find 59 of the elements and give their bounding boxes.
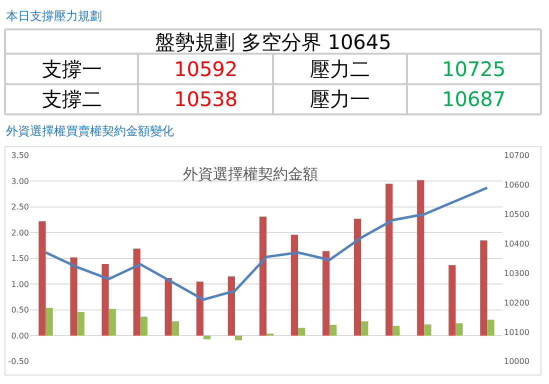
text: 10725 [442,57,506,81]
y2-tick-label: 10600 [504,180,530,190]
bar [234,336,242,340]
text: 壓力二 [310,57,370,81]
y-tick-label: 0.50 [11,306,29,315]
y-tick-label: 2.00 [11,228,29,238]
chart-title: 外資選擇權買賣權契約金額變化 [6,124,174,138]
bar [330,324,337,336]
bar [361,321,368,336]
y-tick-label: 2.50 [11,202,29,212]
text: 10538 [174,87,238,111]
line-series [44,186,488,301]
bar [392,326,400,336]
bar [480,240,488,336]
y-tick-label: 3.50 [11,151,29,160]
bar [77,312,84,336]
text: 本日支撐壓力規劃 [6,9,102,23]
bar [133,248,140,336]
bar [456,323,463,336]
y-tick-label: 0.00 [11,331,29,340]
bar [448,265,456,336]
bar [70,257,78,336]
text: 壓力一 [310,87,370,111]
text: 支撐二 [42,87,102,111]
bar [228,276,235,336]
bar [322,251,330,336]
text: 支撐一 [42,57,102,81]
bar [354,218,362,336]
bar [386,184,393,336]
y-tick-label: 1.50 [11,254,29,264]
y2-tick-label: 10500 [504,210,530,220]
y2-tick-label: 10200 [504,298,530,308]
y2-tick-label: 10700 [504,151,530,160]
bar [203,336,211,340]
bar [46,308,53,336]
bar [164,278,172,336]
bar [424,324,432,336]
text: 盤勢規劃 多空分界 10645 [155,30,392,54]
bar [259,216,266,336]
text: 10687 [442,87,506,111]
y2-tick-label: 10400 [504,239,530,248]
bar [102,264,109,336]
y-tick-label: -0.50 [8,357,29,366]
text: 外資選擇權契約金額 [183,165,318,183]
y2-tick-label: 10300 [504,268,530,278]
y2-tick-label: 10100 [504,328,530,337]
text: 10592 [174,57,238,81]
bar [172,321,179,336]
bar [196,282,204,336]
bar [487,320,494,336]
bar [108,308,116,336]
bar [38,221,46,336]
bar [290,234,298,336]
y-tick-label: 3.00 [11,176,29,186]
y2-tick-label: 10000 [504,357,530,366]
y-tick-label: 1.00 [11,280,29,289]
bar [298,328,306,336]
bar [140,316,148,336]
bar [417,180,424,336]
